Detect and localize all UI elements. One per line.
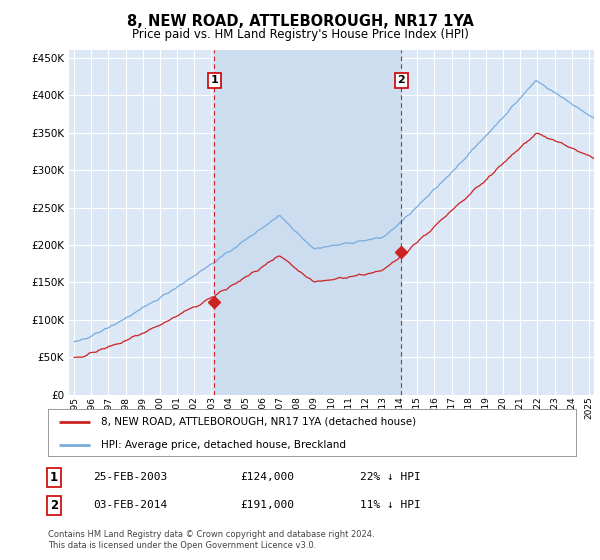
Text: 22% ↓ HPI: 22% ↓ HPI xyxy=(360,472,421,482)
Bar xyxy=(214,50,401,395)
Text: 1: 1 xyxy=(50,470,58,484)
Text: HPI: Average price, detached house, Breckland: HPI: Average price, detached house, Brec… xyxy=(101,441,346,450)
Text: 8, NEW ROAD, ATTLEBOROUGH, NR17 1YA: 8, NEW ROAD, ATTLEBOROUGH, NR17 1YA xyxy=(127,14,473,29)
Text: 03-FEB-2014: 03-FEB-2014 xyxy=(93,500,167,510)
Text: 1: 1 xyxy=(211,76,218,85)
Text: Price paid vs. HM Land Registry's House Price Index (HPI): Price paid vs. HM Land Registry's House … xyxy=(131,28,469,41)
Text: £124,000: £124,000 xyxy=(240,472,294,482)
Text: Contains HM Land Registry data © Crown copyright and database right 2024.: Contains HM Land Registry data © Crown c… xyxy=(48,530,374,539)
Text: £191,000: £191,000 xyxy=(240,500,294,510)
Text: This data is licensed under the Open Government Licence v3.0.: This data is licensed under the Open Gov… xyxy=(48,541,316,550)
Text: 11% ↓ HPI: 11% ↓ HPI xyxy=(360,500,421,510)
Text: 8, NEW ROAD, ATTLEBOROUGH, NR17 1YA (detached house): 8, NEW ROAD, ATTLEBOROUGH, NR17 1YA (det… xyxy=(101,417,416,427)
Text: 2: 2 xyxy=(398,76,406,85)
Text: 25-FEB-2003: 25-FEB-2003 xyxy=(93,472,167,482)
Text: 2: 2 xyxy=(50,498,58,512)
